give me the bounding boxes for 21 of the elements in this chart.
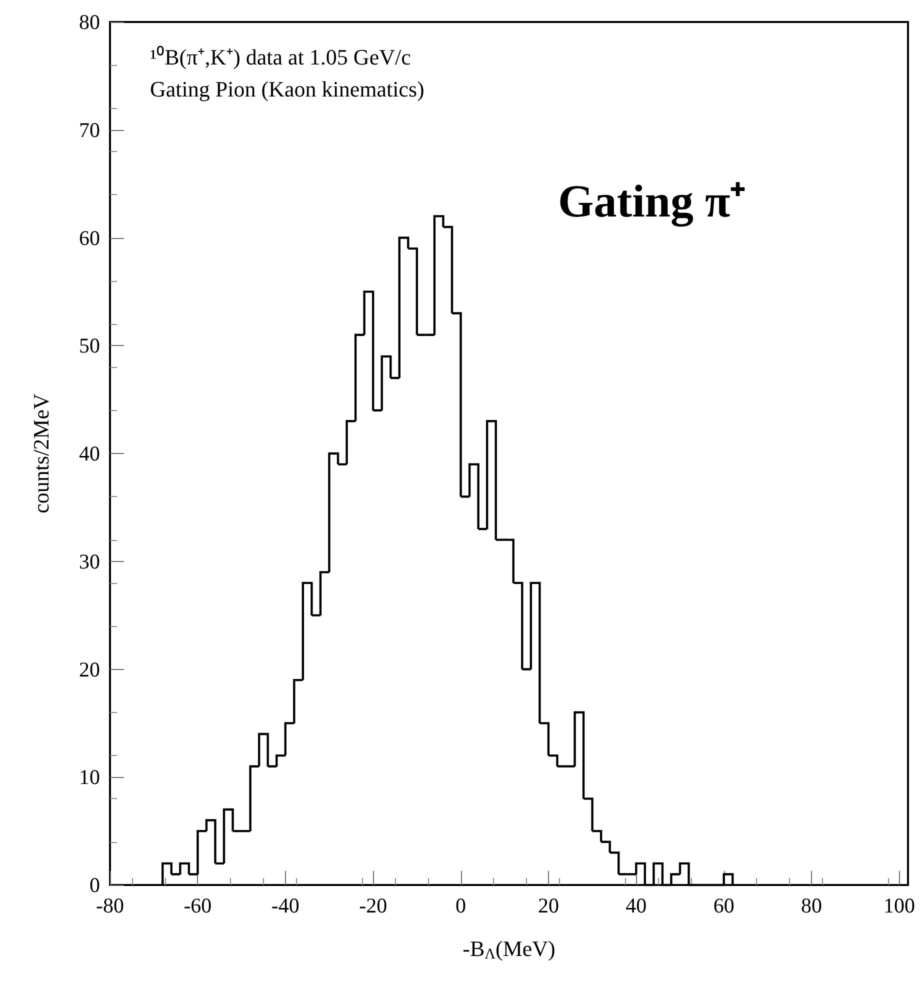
x-tick-label: 60: [713, 894, 734, 918]
y-tick-label: 70: [79, 118, 100, 142]
x-tick-label: 100: [883, 894, 915, 918]
x-tick-label: -40: [271, 894, 300, 918]
y-tick-label: 50: [79, 334, 100, 358]
x-tick-label: -60: [184, 894, 212, 918]
annotation: ¹⁰B(π⁺,K⁺) data at 1.05 GeV/c: [150, 44, 412, 70]
y-tick-label: 30: [79, 549, 100, 574]
y-tick-label: 80: [79, 10, 100, 34]
y-tick-label: 20: [79, 657, 100, 682]
annotation: Gating π⁺: [558, 176, 746, 228]
y-axis-title: counts/2MeV: [28, 394, 54, 514]
x-tick-label: 80: [801, 894, 822, 918]
x-tick-label: 20: [538, 894, 559, 918]
y-tick-label: 60: [79, 226, 100, 250]
x-tick-label: 40: [626, 894, 647, 918]
x-tick-label: -20: [359, 894, 388, 918]
y-tick-label: 10: [79, 765, 100, 790]
y-tick-label: 40: [79, 442, 100, 466]
annotation: Gating Pion (Kaon kinematics): [150, 76, 424, 102]
x-tick-label: 0: [456, 894, 466, 918]
